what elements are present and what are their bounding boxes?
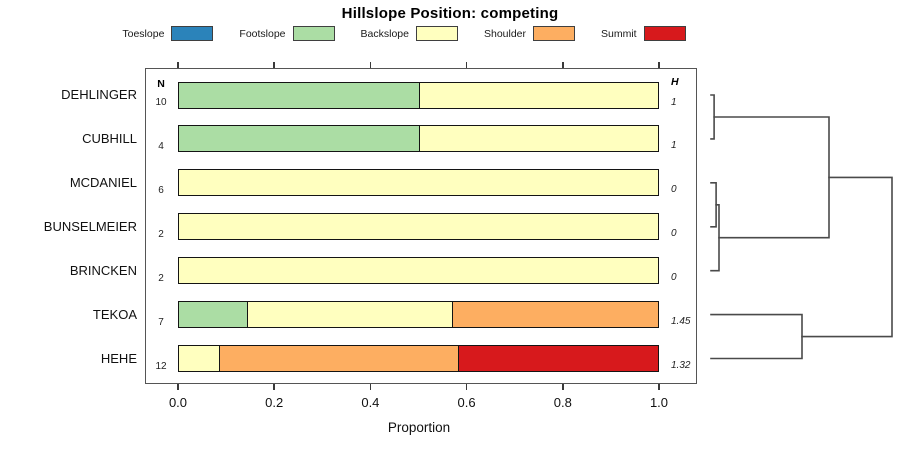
bar-segment-shoulder xyxy=(218,346,459,371)
dendrogram-branch xyxy=(710,313,803,360)
legend-item-footslope: Footslope xyxy=(239,26,335,41)
stacked-bar-cubhill xyxy=(178,125,659,153)
stacked-bar-dehlinger xyxy=(178,81,659,109)
h-value: 0 xyxy=(671,228,677,240)
n-value: 2 xyxy=(158,228,164,240)
legend-label: Shoulder xyxy=(483,27,527,40)
dendrogram-branch xyxy=(710,204,720,272)
n-value: 7 xyxy=(158,316,164,328)
bar-segment-footslope xyxy=(179,302,248,328)
legend-label: Toeslope xyxy=(122,27,165,40)
n-value: 12 xyxy=(155,360,167,372)
top-axis-tick xyxy=(177,62,179,68)
x-axis-tick xyxy=(658,384,660,390)
n-column-header: N xyxy=(157,78,165,90)
n-value: 4 xyxy=(158,140,164,152)
row-label-cubhill: CUBHILL xyxy=(82,130,137,146)
row-label-mcdaniel: MCDANIEL xyxy=(69,174,137,190)
top-axis-tick xyxy=(658,62,660,68)
stacked-bar-brincken xyxy=(178,257,659,285)
x-axis-tick xyxy=(465,384,468,390)
h-value: 0 xyxy=(671,272,677,284)
legend-item-summit: Summit xyxy=(601,26,686,41)
bar-segment-backslope xyxy=(418,126,658,152)
n-value: 2 xyxy=(158,272,164,284)
legend-label: Summit xyxy=(601,27,637,40)
bar-segment-footslope xyxy=(179,82,419,108)
legend-swatch-toeslope xyxy=(171,26,214,41)
legend-label: Footslope xyxy=(239,27,286,40)
x-tick-label: 0.2 xyxy=(265,395,284,410)
dendrogram-branch xyxy=(801,176,893,338)
n-value: 6 xyxy=(158,184,164,196)
bar-segment-backslope xyxy=(247,302,453,328)
h-value: 1 xyxy=(671,140,677,152)
bar-segment-backslope xyxy=(418,82,658,108)
bar-segment-backslope xyxy=(179,170,658,196)
bar-segment-backslope xyxy=(179,346,219,371)
top-axis-tick xyxy=(562,62,564,68)
row-label-dehlinger: DEHLINGER xyxy=(61,87,137,102)
x-tick-label: 0.4 xyxy=(361,395,380,410)
h-value: 1.32 xyxy=(671,360,691,371)
stacked-bar-tekoa xyxy=(178,301,659,329)
bar-segment-backslope xyxy=(179,214,658,240)
x-axis-tick xyxy=(562,384,564,390)
x-axis-tick xyxy=(369,384,372,390)
legend-swatch-shoulder xyxy=(533,26,576,41)
row-label-brincken: BRINCKEN xyxy=(69,262,137,278)
stacked-bar-hehe xyxy=(178,345,659,372)
n-value: 10 xyxy=(155,97,167,108)
h-value: 0 xyxy=(671,184,677,196)
x-tick-label: 0.0 xyxy=(168,395,188,410)
x-tick-label: 0.8 xyxy=(553,395,572,410)
legend-item-shoulder: Shoulder xyxy=(483,26,576,41)
x-axis-tick xyxy=(273,384,275,390)
top-axis-tick xyxy=(369,62,372,68)
legend-item-toeslope: Toeslope xyxy=(122,26,214,41)
legend: Toeslope Footslope Backslope Shoulder Summit xyxy=(0,26,808,41)
legend-swatch-summit xyxy=(643,26,686,41)
h-value: 1 xyxy=(671,96,677,108)
top-axis-tick xyxy=(273,62,275,68)
x-axis-tick xyxy=(177,384,179,390)
legend-item-backslope: Backslope xyxy=(361,26,458,41)
legend-label: Backslope xyxy=(360,27,409,40)
h-column-header: H xyxy=(671,76,679,88)
top-axis-tick xyxy=(465,62,468,68)
chart-title: Hillslope Position: competing xyxy=(341,5,559,22)
row-label-hehe: HEHE xyxy=(100,350,137,366)
h-value: 1.45 xyxy=(671,316,691,328)
x-axis-title: Proportion xyxy=(387,420,451,435)
bar-segment-footslope xyxy=(179,126,419,152)
stacked-bar-bunselmeier xyxy=(178,213,659,241)
legend-swatch-backslope xyxy=(415,26,458,41)
row-label-bunselmeier: BUNSELMEIER xyxy=(43,218,137,234)
stacked-bar-mcdaniel xyxy=(178,169,659,197)
legend-swatch-footslope xyxy=(292,26,335,41)
bar-segment-backslope xyxy=(179,258,658,284)
row-label-tekoa: TEKOA xyxy=(92,306,137,322)
dendrogram-branch xyxy=(713,116,830,239)
x-tick-label: 0.6 xyxy=(457,395,476,410)
bar-segment-shoulder xyxy=(452,302,658,328)
x-tick-label: 1.0 xyxy=(649,395,669,410)
bar-segment-summit xyxy=(458,346,658,371)
cluster-dendrogram xyxy=(710,94,893,360)
